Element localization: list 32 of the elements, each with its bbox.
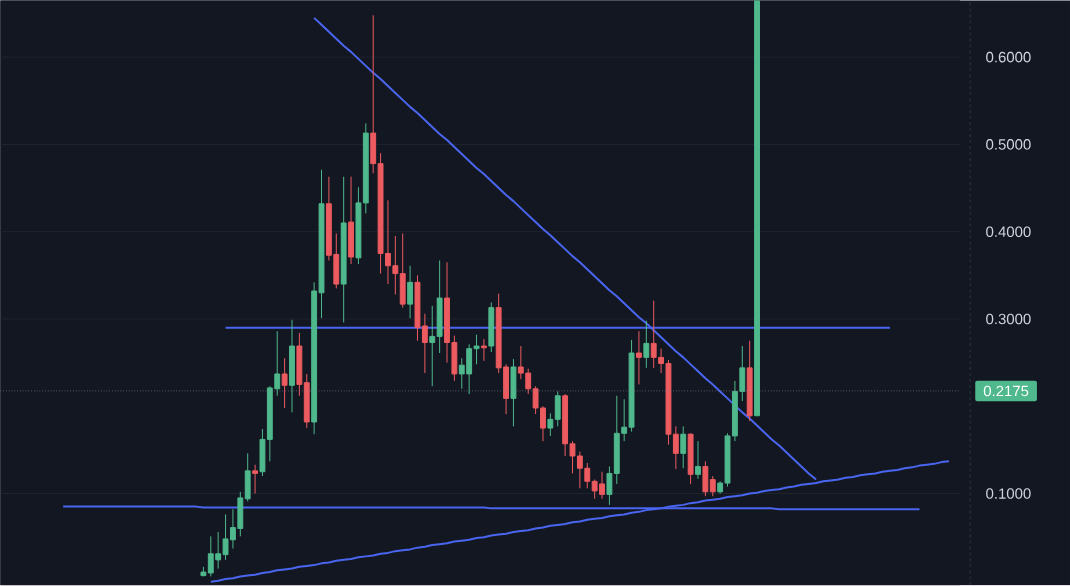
candlestick — [348, 176, 354, 265]
y-tick-label: 0.1000 — [986, 488, 1031, 500]
candlestick — [746, 340, 753, 422]
candlestick — [407, 265, 414, 319]
candlestick — [399, 233, 406, 309]
candlestick — [480, 338, 487, 362]
candlestick — [296, 332, 303, 397]
candlestick — [303, 373, 310, 429]
candlestick — [340, 176, 347, 324]
candlestick — [695, 440, 701, 480]
ref-line-label: 0.2175 — [983, 385, 1029, 397]
y-tick-label: 0.5000 — [986, 139, 1031, 150]
candlestick — [754, 0, 760, 417]
candlestick — [281, 357, 288, 409]
candlestick — [702, 460, 709, 497]
candlestick — [436, 260, 443, 354]
candlestick — [510, 358, 517, 428]
candlestick — [547, 412, 554, 437]
candlestick — [554, 391, 561, 428]
candlestick — [636, 330, 642, 386]
candlestick — [709, 475, 716, 497]
candlestick — [429, 305, 436, 387]
y-tick-label: 0.4000 — [986, 226, 1031, 238]
candlestick — [488, 302, 495, 353]
candlestick — [252, 464, 259, 495]
y-tick-label: 0.6000 — [986, 52, 1031, 63]
candlestick — [680, 426, 687, 469]
y-tick-label: 0.3000 — [986, 313, 1031, 325]
candlestick — [687, 433, 694, 485]
candlestick — [289, 319, 295, 414]
candlestick — [643, 320, 650, 369]
candlestick — [606, 466, 613, 506]
